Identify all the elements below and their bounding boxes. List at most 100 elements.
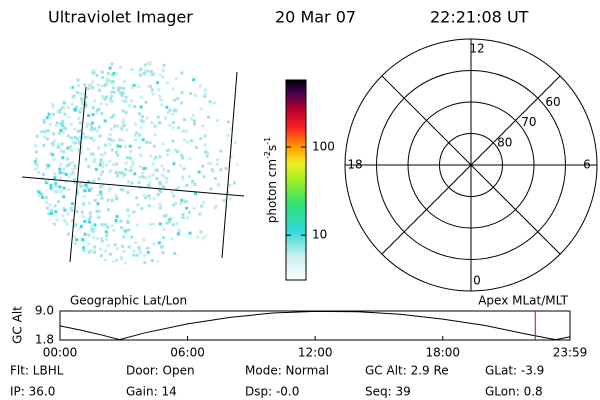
speckle (195, 146, 198, 150)
speckle (101, 170, 105, 174)
speckle (130, 99, 133, 103)
speckle (172, 194, 176, 198)
speckle (142, 167, 146, 171)
speckle (106, 244, 110, 248)
speckle (130, 181, 134, 185)
speckle (95, 111, 99, 115)
speckle (110, 95, 114, 98)
speckle (144, 196, 148, 200)
speckle (213, 176, 217, 180)
speckle (140, 207, 144, 211)
speckle (75, 105, 79, 109)
speckle (132, 253, 136, 257)
speckle (119, 226, 123, 230)
speckle (80, 210, 84, 214)
speckle (89, 215, 93, 219)
speckle (183, 200, 187, 204)
speckle (62, 130, 65, 134)
speckle (148, 62, 152, 66)
geo-grid (21, 71, 245, 263)
speckle (219, 149, 223, 153)
speckle (108, 170, 112, 174)
speckle (83, 189, 87, 193)
speckle (76, 84, 80, 87)
speckle (114, 221, 118, 225)
speckle (62, 100, 66, 104)
speckle (84, 104, 88, 108)
x-tick-label: 18:00 (425, 346, 460, 360)
speckle (103, 151, 107, 155)
speckle (234, 141, 238, 144)
speckle (112, 72, 116, 75)
speckle (107, 137, 111, 141)
speckle (71, 85, 75, 89)
mlt-label: 0 (473, 274, 481, 288)
speckle (78, 121, 82, 125)
speckle (171, 87, 175, 91)
speckle (135, 253, 139, 257)
speckle (184, 129, 188, 133)
speckle (43, 130, 47, 134)
speckle (203, 94, 207, 98)
speckle (67, 188, 71, 192)
speckle (94, 167, 98, 171)
speckle (116, 88, 120, 92)
status-field: Mode: Normal (245, 364, 329, 378)
speckle (58, 171, 62, 175)
speckle (66, 212, 70, 216)
speckle (87, 165, 91, 169)
speckle (74, 136, 77, 139)
title: Ultraviolet Imager (48, 8, 193, 27)
speckle (96, 202, 100, 206)
speckle (161, 185, 165, 189)
speckle (130, 86, 134, 90)
speckle (236, 163, 238, 167)
speckle (201, 124, 205, 128)
speckle (181, 129, 185, 133)
speckle (108, 143, 112, 147)
speckle (112, 90, 116, 94)
speckle (99, 185, 103, 189)
speckle (75, 238, 79, 242)
speckle (141, 175, 145, 179)
speckle (121, 91, 125, 95)
speckle (99, 190, 103, 194)
speckle (90, 224, 93, 228)
status-field: Gain: 14 (126, 385, 177, 399)
speckle (109, 138, 113, 142)
speckle (78, 92, 82, 96)
speckle (97, 107, 101, 111)
speckle (79, 109, 83, 113)
speckle (141, 115, 145, 119)
speckle (118, 138, 122, 142)
speckle (84, 183, 88, 187)
speckle (107, 71, 110, 75)
speckle (100, 223, 104, 227)
speckle (76, 129, 80, 133)
x-tick-label: 06:00 (170, 346, 205, 360)
speckle (152, 72, 156, 76)
speckle (45, 116, 49, 120)
speckle (93, 223, 97, 227)
status-field: GLon: 0.8 (485, 385, 543, 399)
speckle (109, 169, 113, 172)
speckle (175, 188, 179, 192)
speckle (122, 118, 125, 122)
speckle (110, 90, 114, 94)
speckle (201, 239, 205, 243)
speckle (121, 188, 125, 192)
speckle (91, 106, 95, 110)
speckle (156, 260, 160, 264)
speckle (79, 107, 83, 111)
status-field: Dsp: -0.0 (245, 385, 299, 399)
speckle (148, 175, 152, 179)
speckle (113, 124, 117, 128)
speckle (138, 69, 142, 73)
speckle (189, 92, 193, 95)
speckle (179, 202, 183, 206)
speckle (177, 228, 181, 232)
speckle (74, 167, 78, 170)
speckle (126, 191, 130, 195)
speckle (132, 84, 136, 87)
speckle (214, 204, 218, 208)
